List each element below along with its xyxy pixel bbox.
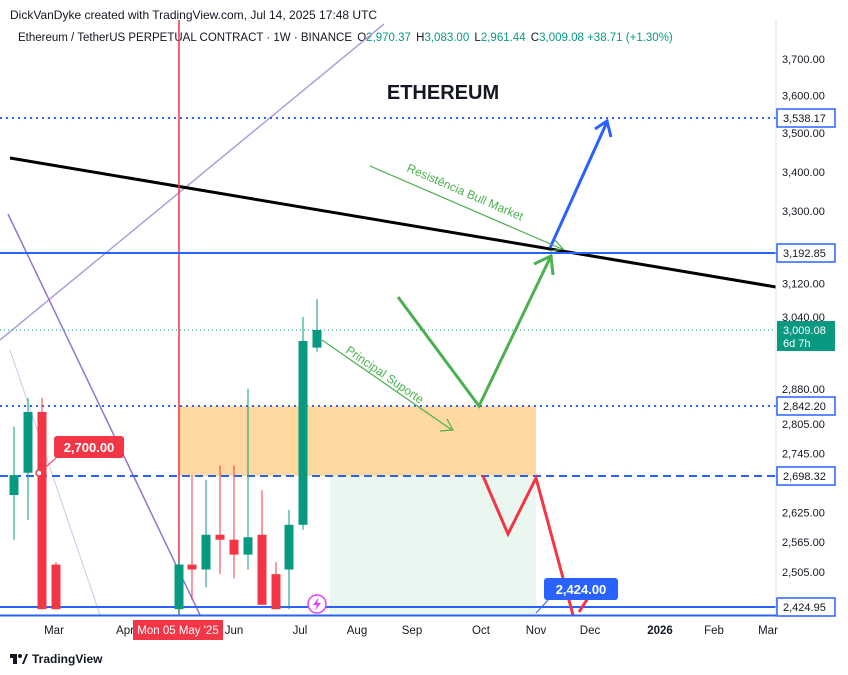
callout-2700-text: 2,700.00 bbox=[64, 440, 115, 455]
red-tail bbox=[577, 597, 590, 613]
time-tick-label: Apr bbox=[116, 625, 134, 637]
support-zone bbox=[178, 406, 536, 476]
callout-2424-box bbox=[544, 578, 618, 600]
candle-body[interactable] bbox=[51, 564, 61, 610]
candle-body[interactable] bbox=[9, 475, 19, 496]
chart-credit: DickVanDyke created with TradingView.com… bbox=[10, 8, 378, 22]
price-tick-label: 3,700.00 bbox=[782, 54, 825, 66]
price-level-tag bbox=[776, 597, 836, 617]
current-price-tag-label: 3,009.08 bbox=[783, 325, 826, 337]
callout-2700-anchor bbox=[35, 469, 43, 477]
blue-projection-arrowhead bbox=[594, 118, 613, 138]
bull-market-resistance-line bbox=[9, 156, 776, 289]
time-tick-label: Jun bbox=[225, 625, 244, 637]
resistance-arrow-head bbox=[549, 239, 565, 252]
change-value: +38.71 (+1.30%) bbox=[587, 32, 673, 44]
tradingview-logo[interactable]: TradingView bbox=[10, 652, 102, 666]
price-axis[interactable]: 3,700.00 3,600.00 3,500.00 3,400.00 3,300.00… bbox=[775, 20, 848, 620]
price-tick-label: 2,505.00 bbox=[782, 567, 825, 579]
price-level-tag bbox=[776, 108, 836, 128]
support-label: Principal Suporte bbox=[343, 343, 426, 407]
chart-title: ETHEREUM bbox=[387, 82, 499, 104]
tradingview-logo-text: TradingView bbox=[32, 652, 103, 666]
price-tick-label: 2,880.00 bbox=[782, 384, 825, 396]
candle-body[interactable] bbox=[229, 539, 239, 555]
price-level-tag-label: 3,192.85 bbox=[783, 248, 826, 260]
current-price-tag bbox=[777, 321, 835, 351]
low-value: 2,961.44 bbox=[480, 32, 526, 44]
time-tick-label: Aug bbox=[347, 625, 367, 637]
price-level-tag-label: 2,424.95 bbox=[783, 602, 826, 614]
channel-line-upper bbox=[0, 23, 385, 341]
callout-2700-box bbox=[54, 436, 124, 458]
candle-body[interactable] bbox=[298, 340, 308, 525]
time-tick-label: Jul bbox=[293, 625, 308, 637]
callout-2700-leader bbox=[38, 457, 57, 474]
candle-body[interactable] bbox=[215, 534, 225, 540]
time-tick-label: Mar bbox=[44, 625, 64, 637]
tradingview-logo-icon bbox=[10, 654, 28, 664]
candle-body[interactable] bbox=[23, 411, 33, 473]
price-level-tag-label: 3,538.17 bbox=[783, 113, 826, 125]
price-level-tag bbox=[776, 243, 836, 263]
green-projection-path bbox=[396, 257, 552, 409]
countdown-label: 6d 7h bbox=[783, 338, 811, 350]
price-level-tag bbox=[776, 466, 836, 486]
time-tick-label: Feb bbox=[704, 625, 724, 637]
candle-body[interactable] bbox=[37, 411, 47, 610]
blue-projection-path bbox=[548, 121, 609, 249]
price-tick-label: 2,625.00 bbox=[782, 507, 825, 519]
time-axis-highlight bbox=[133, 620, 223, 640]
symbol-legend: Ethereum / TetherUS PERPETUAL CONTRACT ·… bbox=[18, 32, 673, 44]
time-tick-label: Mar bbox=[758, 625, 778, 637]
price-tick-label: 3,300.00 bbox=[782, 206, 825, 218]
price-tick-label: 2,565.00 bbox=[782, 537, 825, 549]
candle-body[interactable] bbox=[201, 534, 211, 570]
channel-line-lower bbox=[7, 213, 201, 615]
candle-body[interactable] bbox=[243, 537, 253, 555]
time-axis[interactable]: Mar Apr Jun Jul Aug Sep Oct Nov Dec 2026 Feb Mar Mo… bbox=[0, 614, 778, 641]
resistance-label: Resistência Bull Market bbox=[405, 161, 526, 224]
time-tick-label: Oct bbox=[472, 625, 491, 637]
callout-2424-text: 2,424.00 bbox=[556, 582, 607, 597]
target-zone bbox=[330, 476, 536, 615]
callout-2424-leader bbox=[535, 597, 551, 614]
candle-body[interactable] bbox=[187, 564, 197, 570]
lightning-icon bbox=[313, 597, 321, 611]
price-level-tag bbox=[776, 396, 836, 416]
candle-body[interactable] bbox=[284, 524, 294, 570]
price-tick-label: 2,745.00 bbox=[782, 448, 825, 460]
support-arrow-head bbox=[439, 418, 454, 432]
candle-body[interactable] bbox=[271, 574, 281, 610]
price-level-tag-label: 2,698.32 bbox=[783, 471, 826, 483]
candle-body[interactable] bbox=[312, 330, 322, 348]
red-projection-path bbox=[481, 473, 575, 615]
time-tick-label: Nov bbox=[526, 625, 547, 637]
time-axis-highlight-label: Mon 05 May '25 bbox=[137, 625, 218, 637]
support-arrow bbox=[321, 339, 453, 431]
high-value: 3,083.00 bbox=[424, 32, 470, 44]
close-value: 3,009.08 bbox=[539, 32, 584, 44]
candle-body[interactable] bbox=[257, 534, 267, 605]
candle-body[interactable] bbox=[174, 564, 184, 610]
resistance-arrow bbox=[369, 165, 563, 250]
price-tick-label: 2,805.00 bbox=[782, 419, 825, 431]
price-level-tag-label: 2,842.20 bbox=[783, 401, 826, 413]
price-tick-label: 3,120.00 bbox=[782, 279, 825, 291]
price-tick-label: 3,600.00 bbox=[782, 90, 825, 102]
time-tick-label: Dec bbox=[580, 625, 601, 637]
time-tick-label: Sep bbox=[402, 625, 422, 637]
green-projection-arrowhead bbox=[533, 253, 555, 276]
time-tick-label: 2026 bbox=[647, 625, 673, 637]
price-tick-label: 3,400.00 bbox=[782, 167, 825, 179]
channel-line-faint bbox=[9, 349, 101, 615]
symbol-name[interactable]: Ethereum / TetherUS PERPETUAL CONTRACT ·… bbox=[18, 32, 353, 44]
open-value: 2,970.37 bbox=[366, 32, 411, 44]
price-tick-label: 3,500.00 bbox=[782, 128, 825, 140]
